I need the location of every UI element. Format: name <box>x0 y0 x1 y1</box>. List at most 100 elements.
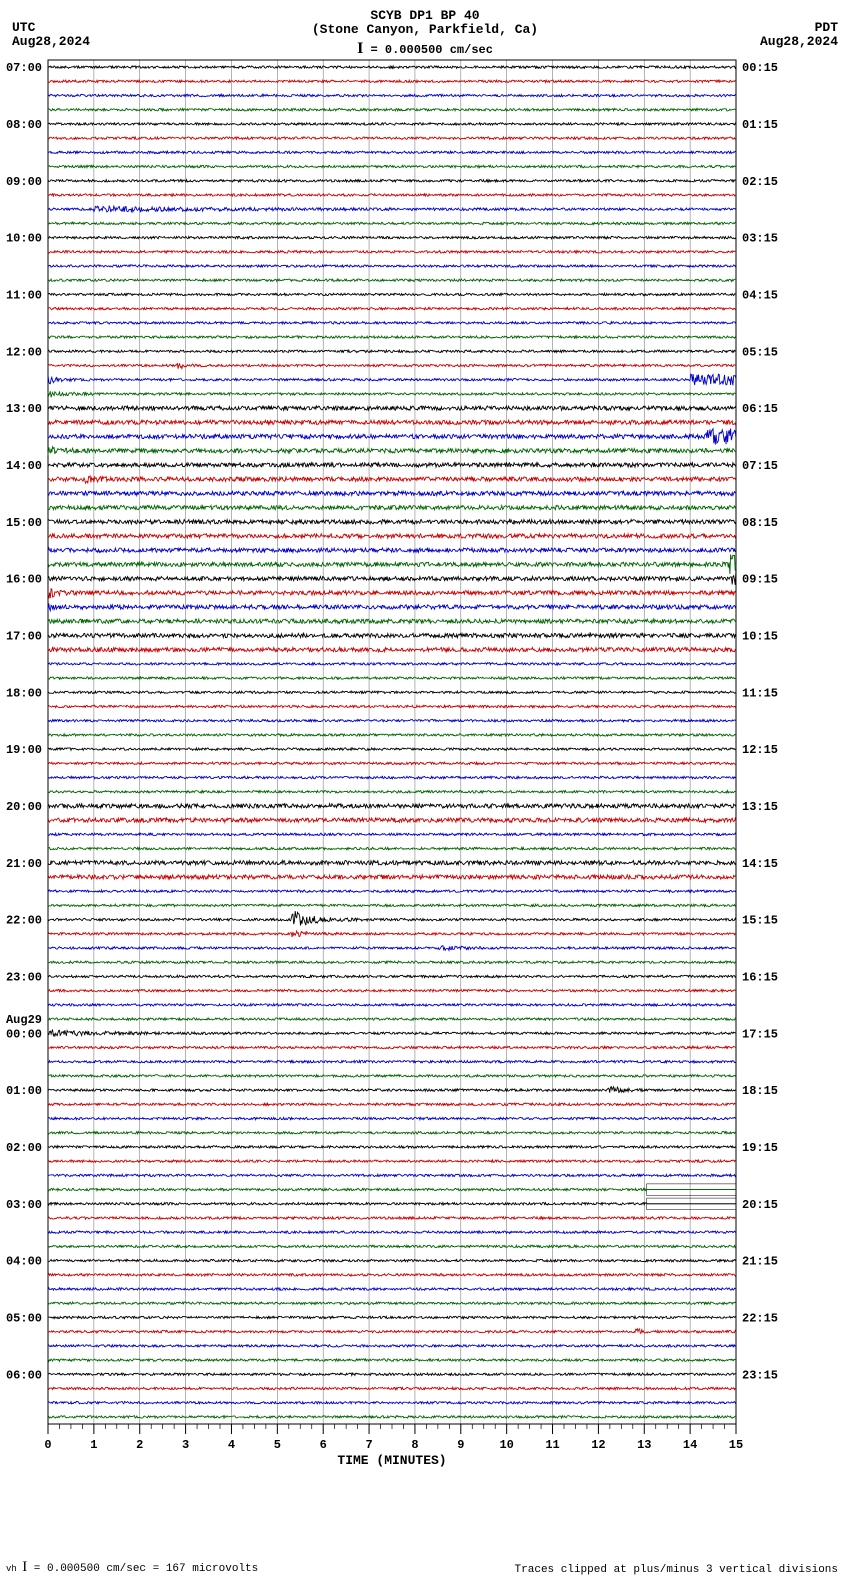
x-axis-label: TIME (MINUTES) <box>337 1453 446 1468</box>
trace-row <box>48 1416 736 1418</box>
pdt-time-label: 10:15 <box>742 629 778 643</box>
pdt-time-label: 23:15 <box>742 1368 778 1382</box>
pdt-time-label: 09:15 <box>742 573 778 587</box>
x-tick-label: 0 <box>44 1438 51 1452</box>
trace-row <box>48 890 736 892</box>
trace-row <box>48 420 736 424</box>
trace-row <box>48 165 736 167</box>
utc-time-label: 22:00 <box>6 914 42 928</box>
pdt-time-label: 11:15 <box>742 686 778 700</box>
x-tick-label: 4 <box>228 1438 235 1452</box>
trace-row <box>48 520 736 524</box>
trace-row <box>48 961 736 963</box>
trace-row <box>48 206 736 212</box>
pdt-time-label: 16:15 <box>742 970 778 984</box>
utc-time-label: 07:00 <box>6 61 42 75</box>
utc-time-label: 11:00 <box>6 288 42 302</box>
trace-row <box>48 989 736 991</box>
pdt-time-label: 15:15 <box>742 914 778 928</box>
trace-row <box>48 1274 736 1276</box>
pdt-time-label: 13:15 <box>742 800 778 814</box>
trace-row <box>48 705 736 707</box>
pdt-time-label: 01:15 <box>742 118 778 132</box>
trace-row <box>48 350 736 352</box>
pdt-time-label: 19:15 <box>742 1141 778 1155</box>
utc-time-label: 03:00 <box>6 1198 42 1212</box>
trace-row <box>48 279 736 281</box>
pdt-time-label: 08:15 <box>742 516 778 530</box>
footer-left: vh I = 0.000500 cm/sec = 167 microvolts <box>6 1559 258 1576</box>
trace-row <box>48 534 736 538</box>
trace-row <box>48 1259 736 1261</box>
pdt-time-label: 00:15 <box>742 61 778 75</box>
trace-row <box>48 1160 736 1162</box>
trace-row <box>48 491 736 495</box>
pdt-time-label: 07:15 <box>742 459 778 473</box>
trace-row <box>48 251 736 253</box>
trace-row <box>48 1018 736 1020</box>
trace-row <box>48 476 736 483</box>
utc-time-label: 20:00 <box>6 800 42 814</box>
trace-row <box>48 1302 736 1304</box>
pdt-time-label: 17:15 <box>742 1027 778 1041</box>
trace-row <box>48 734 736 736</box>
trace-row <box>48 875 736 879</box>
trace-row <box>48 180 736 182</box>
pdt-time-label: 22:15 <box>742 1311 778 1325</box>
trace-row <box>48 336 736 338</box>
trace-row <box>48 109 736 111</box>
trace-row <box>48 648 736 652</box>
trace-row <box>48 748 736 750</box>
trace-row <box>48 236 736 238</box>
trace-row <box>48 1087 736 1093</box>
trace-row <box>48 1061 736 1063</box>
utc-time-label: 00:00 <box>6 1027 42 1041</box>
trace-row <box>48 1402 736 1404</box>
trace-row <box>48 66 736 68</box>
x-tick-label: 12 <box>591 1438 605 1452</box>
trace-row <box>48 1373 736 1375</box>
trace-row <box>48 308 736 310</box>
utc-time-label: 06:00 <box>6 1368 42 1382</box>
trace-row <box>48 911 736 926</box>
trace-row <box>48 363 736 369</box>
trace-row <box>48 804 736 808</box>
trace-row <box>48 374 736 385</box>
trace-row <box>48 1117 736 1119</box>
trace-row <box>48 1316 736 1318</box>
utc-time-label: 13:00 <box>6 402 42 416</box>
pdt-time-label: 12:15 <box>742 743 778 757</box>
utc-time-label: 18:00 <box>6 686 42 700</box>
pdt-time-label: 04:15 <box>742 288 778 302</box>
utc-time-label: Aug29 <box>6 1013 42 1027</box>
trace-row <box>48 1103 736 1105</box>
trace-row <box>48 1174 736 1176</box>
pdt-time-label: 18:15 <box>742 1084 778 1098</box>
footer-right: Traces clipped at plus/minus 3 vertical … <box>515 1564 838 1576</box>
x-tick-label: 9 <box>457 1438 464 1452</box>
trace-row <box>48 1245 736 1247</box>
utc-time-label: 02:00 <box>6 1141 42 1155</box>
trace-row <box>48 1188 736 1190</box>
trace-row <box>48 1387 736 1389</box>
trace-row <box>48 791 736 793</box>
trace-row <box>48 904 736 906</box>
trace-row <box>48 80 736 82</box>
trace-row <box>48 322 736 324</box>
pdt-time-label: 21:15 <box>742 1255 778 1269</box>
pdt-time-label: 03:15 <box>742 232 778 246</box>
utc-time-label: 17:00 <box>6 629 42 643</box>
trace-row <box>48 1345 736 1347</box>
trace-row <box>48 137 736 139</box>
x-tick-label: 7 <box>365 1438 372 1452</box>
trace-row <box>48 776 736 778</box>
trace-row <box>48 833 736 835</box>
utc-time-label: 19:00 <box>6 743 42 757</box>
utc-time-label: 08:00 <box>6 118 42 132</box>
x-tick-label: 1 <box>90 1438 97 1452</box>
trace-row <box>48 604 736 611</box>
trace-row <box>48 123 736 125</box>
trace-row <box>48 1146 736 1148</box>
trace-row <box>48 633 736 637</box>
utc-time-label: 09:00 <box>6 175 42 189</box>
